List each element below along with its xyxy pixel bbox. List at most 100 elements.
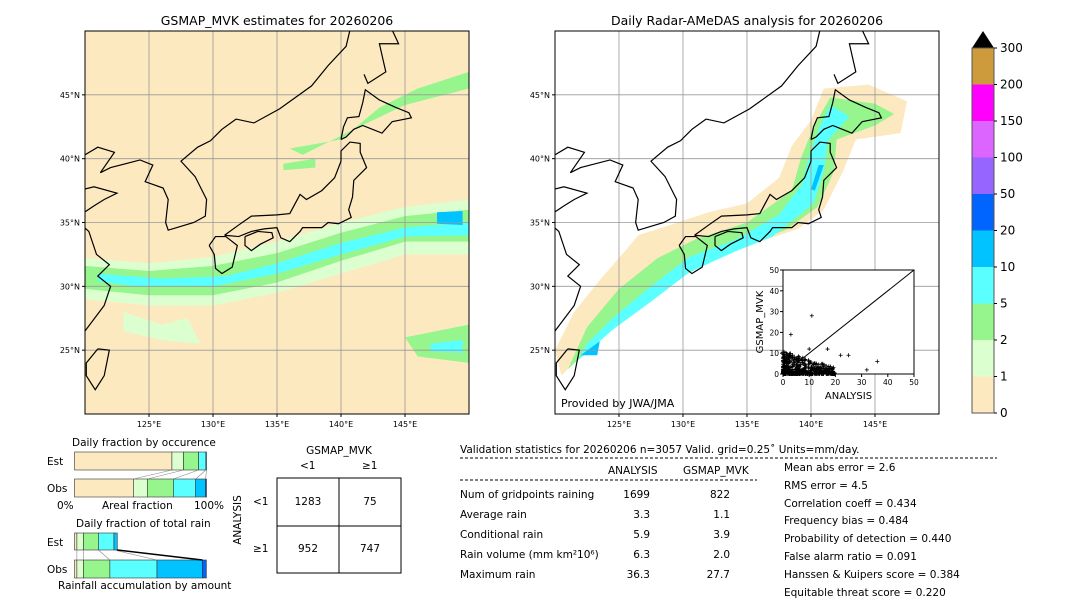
right-rain-area [811,165,824,191]
scatter-point [786,365,791,370]
occ-xmin: 0% [57,500,74,512]
occurrence-bar-segment [147,478,174,498]
stats-col-gsmap: GSMAP_MVK [683,465,749,477]
col-header-ge1: ≥1 [362,460,378,472]
occurrence-connector [173,469,199,480]
scatter-point [789,371,794,376]
scatter-point [781,355,786,360]
scatter-point [803,371,808,376]
occurrence-title: Daily fraction by occurence [72,437,216,449]
left-lat-tick-label: 35°N [60,219,80,228]
rain-fraction-connector [98,549,111,561]
scatter-point [809,313,814,318]
left-lon-tick-label: 145°E [393,420,417,429]
scatter-point [809,360,814,365]
left-rain-area [430,339,463,353]
stat-row-gsmap: 822 [709,489,730,501]
rain-fraction-bar-segment [156,559,203,579]
left-lon-tick-label: 135°E [265,420,289,429]
right-coastline-continent [555,227,582,332]
scatter-point [793,367,798,372]
scatter-point [827,367,832,372]
scatter-point [782,371,787,376]
credit-text: Provided by JWA/JMA [561,397,675,410]
right-lat-tick-label: 45°N [530,91,550,100]
right-rain-area [578,105,850,361]
score-line: Probability of detection = 0.440 [784,533,952,546]
left-rain-area [97,222,469,287]
scatter-point [832,370,837,375]
scatter-point [788,332,793,337]
colorbar-tick-label: 0 [1000,406,1008,420]
right-lat-tick-label: 25°N [530,346,550,355]
scatter-xlabel: ANALYSIS [825,391,872,402]
scatter-point [809,365,814,370]
score-line: Mean abs error = 2.6 [784,462,896,474]
rain-fraction-bar-segment [74,532,78,551]
right-lon-tick-label: 135°E [735,420,759,429]
cell-hits-00: 1283 [294,496,322,508]
row-header-ge1: ≥1 [253,543,269,555]
right-coastline-shikoku [714,230,744,252]
right-lat-tick-label: 35°N [530,219,550,228]
right-lat-tick-label: 40°N [530,155,550,164]
left-rain-area [289,71,469,155]
occ-est-label: Est [47,456,64,468]
left-lon-tick-label: 125°E [137,420,161,429]
occurrence-bar-segment [74,451,173,471]
occurrence-bar-segment [173,478,196,498]
cell-01: 75 [363,496,377,508]
scatter-point [797,371,802,376]
left-lat-tick-label: 25°N [60,346,80,355]
scatter-point [791,359,796,364]
left-lat-tick-label: 40°N [60,155,80,164]
scatter-point [790,364,795,369]
colorbar-segment [972,121,994,158]
rain-fraction-bar-segment [76,532,84,551]
occurrence-bar-segment [171,451,184,471]
stat-row-analysis: 3.3 [633,509,650,521]
scatter-point [875,359,880,364]
left-coastline-hokkaido [340,88,413,141]
stat-row-analysis: 6.3 [633,549,650,561]
col-header-lt1: <1 [300,460,316,472]
contingency-title: GSMAP_MVK [306,445,372,457]
colorbar-tick-label: 100 [1000,151,1023,165]
right-lon-tick-label: 125°E [607,420,631,429]
rain-fraction-bar-segment [109,559,158,579]
occ-xmax: 100% [194,500,225,512]
scatter-point [826,371,831,376]
scatter-point [806,359,811,364]
scatter-ylabel: GSMAP_MVK [755,290,766,353]
scatter-point [799,368,804,373]
rain-fraction-bar-segment [113,532,118,551]
colorbar-tick-label: 5 [1000,297,1008,311]
colorbar-tick-label: 50 [1000,187,1015,201]
cell-10: 952 [297,543,319,555]
stat-row-analysis: 5.9 [633,529,650,541]
scatter-point [818,368,823,373]
scatter-point [783,366,788,371]
stat-row-gsmap: 2.0 [713,549,730,561]
rain-fraction-bar-segment [83,559,111,579]
right-coastline-honshu [694,141,838,243]
colorbar-tick-label: 150 [1000,114,1023,128]
scatter-point [803,363,808,368]
scatter-point [797,358,802,363]
scatter-point [790,357,795,362]
scatter-point [846,353,851,358]
scatter-y-tick-label: 30 [769,308,779,317]
left-rain-area [283,158,316,171]
left-map-title: GSMAP_MVK estimates for 20260206 [160,13,394,28]
scatter-x-tick-label: 40 [883,378,893,387]
colorbar-extend-arrow [972,31,994,48]
colorbar-tick-label: 2 [1000,333,1008,347]
scatter-y-tick-label: 0 [774,370,779,379]
right-coastline-continent2 [555,186,589,213]
colorbar-tick-label: 1 [1000,370,1008,384]
rain-est-label: Est [47,537,64,549]
left-coastline-honshu [224,141,368,243]
stat-row-label: Average rain [460,509,527,521]
cell-11: 747 [359,543,381,555]
